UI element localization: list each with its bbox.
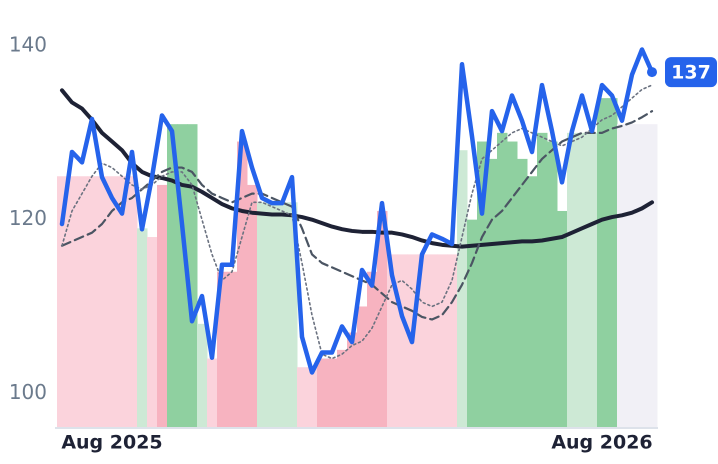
series-line bbox=[59, 47, 655, 375]
zone-bar bbox=[467, 219, 478, 428]
y-tick-label: 100 bbox=[9, 380, 47, 404]
zone-bar bbox=[567, 132, 578, 428]
value-label: 137 bbox=[671, 62, 711, 84]
zone-bar bbox=[117, 176, 128, 428]
zone-bar bbox=[237, 141, 248, 428]
zone-bar bbox=[637, 124, 648, 428]
zone-bar bbox=[417, 254, 428, 428]
zone-bar bbox=[497, 132, 508, 428]
zone-bar bbox=[437, 254, 448, 428]
zone-bar bbox=[267, 202, 278, 428]
zone-bar bbox=[337, 349, 348, 428]
zone-bar bbox=[327, 358, 338, 428]
zone-bar bbox=[277, 202, 288, 428]
zone-bar bbox=[447, 254, 458, 428]
zone-bar bbox=[57, 176, 68, 428]
zone-bar bbox=[517, 158, 528, 428]
zone-bar bbox=[617, 124, 628, 428]
zone-bar bbox=[197, 323, 208, 428]
zone-bar bbox=[187, 124, 198, 428]
zone-bar bbox=[377, 210, 388, 428]
zone-bar bbox=[157, 184, 168, 428]
y-tick-label: 140 bbox=[9, 33, 47, 57]
zone-bar bbox=[457, 150, 468, 428]
zone-bar bbox=[177, 124, 188, 428]
x-tick-label: Aug 2026 bbox=[551, 432, 652, 454]
zone-bar bbox=[107, 176, 118, 428]
zone-bar bbox=[257, 202, 268, 428]
zone-bar bbox=[587, 132, 598, 428]
zone-bar bbox=[347, 332, 358, 428]
zone-bar bbox=[647, 124, 658, 428]
zone-bar bbox=[247, 184, 258, 428]
value-badge bbox=[665, 57, 717, 88]
last-point bbox=[647, 67, 657, 78]
zone-bar bbox=[557, 210, 568, 428]
zone-bar bbox=[507, 141, 518, 428]
zone-bar bbox=[427, 254, 438, 428]
zone-bar bbox=[367, 271, 378, 428]
zone-bar bbox=[167, 124, 178, 428]
zone-bar bbox=[287, 202, 298, 428]
zone-bar bbox=[147, 237, 158, 428]
zone-bar bbox=[577, 132, 588, 428]
zone-bar bbox=[317, 358, 328, 428]
zone-bar bbox=[397, 254, 408, 428]
zone-bar bbox=[67, 176, 78, 428]
zone-bar bbox=[87, 176, 98, 428]
series-line bbox=[60, 88, 654, 249]
y-tick-label: 120 bbox=[9, 206, 47, 230]
zone-bar bbox=[607, 98, 618, 429]
x-tick-label: Aug 2025 bbox=[61, 432, 162, 454]
zone-bar bbox=[217, 271, 228, 428]
zone-bar bbox=[207, 358, 218, 428]
zone-bar bbox=[77, 176, 88, 428]
zone-bar bbox=[547, 141, 558, 428]
zone-bar bbox=[387, 254, 398, 428]
zone-bar bbox=[307, 367, 318, 428]
zone-bar bbox=[97, 176, 108, 428]
zone-bar bbox=[597, 98, 608, 429]
zone-bar bbox=[297, 367, 308, 428]
zone-bar bbox=[527, 176, 538, 428]
zone-bar bbox=[477, 141, 488, 428]
zone-bar bbox=[137, 228, 148, 428]
zone-bar bbox=[227, 271, 238, 428]
zone-bar bbox=[357, 306, 368, 428]
zone-bar bbox=[627, 124, 638, 428]
zone-bar bbox=[127, 176, 138, 428]
zone-bar bbox=[487, 158, 498, 428]
zone-bar bbox=[537, 132, 548, 428]
